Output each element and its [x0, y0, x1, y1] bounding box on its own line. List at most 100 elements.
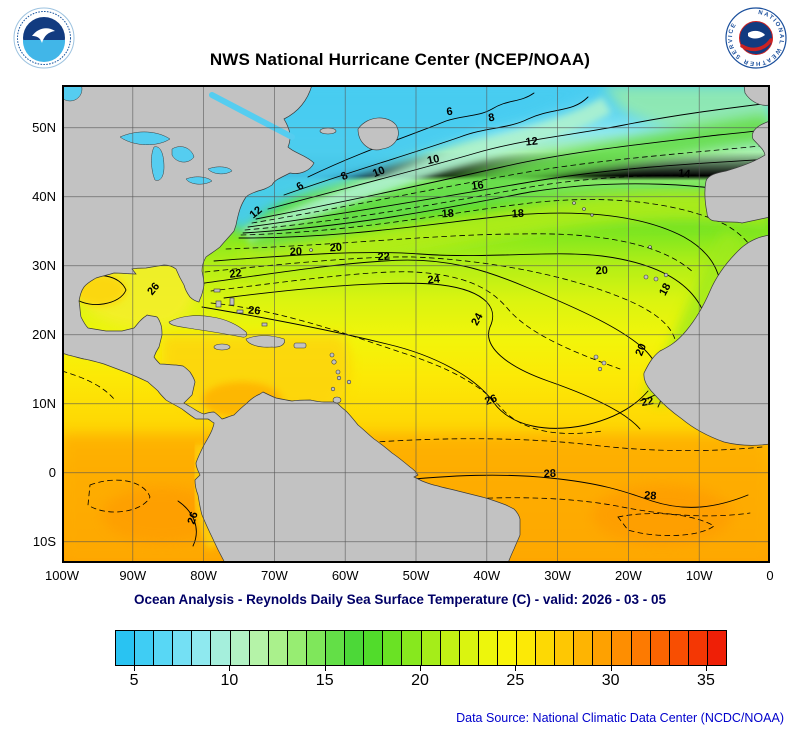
island-grenada: [330, 386, 336, 392]
lat-tick-label: 20N: [32, 326, 56, 342]
isotherm-12: [255, 128, 770, 220]
colorbar-tick-label: 5: [129, 672, 139, 689]
island-azores-1: [572, 201, 576, 205]
colorbar-tick-label: 25: [506, 672, 525, 689]
lon-tick-label: 20W: [615, 568, 642, 583]
isotherm-27-dashed: [361, 438, 763, 452]
lakes-and-islands: [62, 85, 669, 404]
island-cuba: [168, 315, 248, 338]
colorbar-cell: [497, 631, 517, 665]
lake-erie: [185, 176, 213, 185]
lon-tick-label: 70W: [261, 568, 288, 583]
contour-label: 22: [229, 267, 243, 281]
island-azores-3: [590, 213, 594, 217]
contour-label: 10: [371, 164, 387, 180]
island-cape-verde-3: [597, 366, 603, 372]
colorbar-tick-label: 20: [411, 672, 429, 689]
lon-tick-label: 10W: [685, 568, 713, 583]
lon-tick-label: 0: [766, 568, 774, 583]
contour-label: 6: [294, 180, 306, 193]
island-jamaica: [213, 343, 231, 351]
lat-tick-label: 10S: [32, 533, 56, 549]
contour-label: 20: [329, 242, 342, 255]
colorbar-cell: [287, 631, 307, 665]
contour-label: 24: [427, 273, 441, 286]
contour-label: 22: [377, 251, 390, 264]
island-eleuthera: [229, 297, 235, 306]
contour-label: 28: [644, 490, 657, 503]
island-martinique: [335, 369, 341, 375]
colorbar-cell: [364, 631, 384, 665]
yellow-green-band: [240, 191, 770, 280]
colorbar-cell: [478, 631, 498, 665]
colorbar-cell: [707, 631, 726, 665]
isotherm-17-dashed: [240, 199, 761, 282]
lon-tick-label: 40W: [473, 568, 501, 583]
island-canary-2: [653, 276, 659, 282]
lon-tick-label: 80W: [190, 568, 217, 583]
island-long-island-bahamas: [236, 309, 244, 314]
lon-tick-label: 30W: [544, 568, 571, 583]
lake-ontario: [207, 166, 233, 175]
nws-logo-map-icon: [748, 30, 765, 39]
land-europe: [704, 120, 770, 224]
contour-label: 18: [441, 208, 454, 221]
colorbar-cell: [555, 631, 575, 665]
isotherm-25-dashed: [210, 302, 603, 434]
colorbar-tick-label: 30: [601, 672, 620, 689]
colorbar-cell: [211, 631, 231, 665]
lon-tick-label: 100W: [45, 568, 79, 583]
colorbar-tick-label: 10: [220, 672, 239, 689]
isotherm-28-se-loop: [617, 513, 715, 536]
contour-label: 22: [640, 395, 654, 409]
contour-label: 12: [525, 135, 538, 148]
island-canary-1: [643, 274, 649, 280]
isotherm-pacific-dashed: [62, 370, 115, 400]
island-bermuda: [309, 248, 313, 252]
island-st-lucia: [336, 375, 342, 381]
colorbar-cell: [268, 631, 288, 665]
colorbar-tick: [610, 666, 612, 671]
colorbar-cell: [612, 631, 632, 665]
colorbar-tick: [515, 666, 517, 671]
landmasses: [62, 85, 770, 563]
island-andros: [215, 300, 222, 308]
isotherm-10: [267, 102, 770, 210]
colorbar: [115, 630, 727, 666]
island-antigua: [329, 352, 335, 358]
island-cape-verde-1: [593, 354, 599, 360]
data-source-credit: Data Source: National Climatic Data Cent…: [456, 711, 784, 725]
lat-tick-label: 0: [48, 464, 56, 480]
island-newfoundland: [357, 117, 399, 151]
colorbar-tick: [229, 666, 231, 671]
contour-label: 14: [678, 168, 692, 181]
colorbar-cell: [536, 631, 556, 665]
colorbar-cell: [306, 631, 327, 665]
colorbar-cell: [173, 631, 193, 665]
colorbar-cell: [669, 631, 689, 665]
colorbar-cell: [650, 631, 670, 665]
page-title: NWS National Hurricane Center (NCEP/NOAA…: [209, 50, 591, 69]
isotherm-13-dashed: [251, 144, 770, 224]
colorbar-cell: [154, 631, 174, 665]
land-africa: [643, 234, 770, 446]
isotherm-contours: [62, 92, 770, 547]
lat-tick-label: 50N: [32, 119, 56, 135]
contour-label: 28: [543, 468, 556, 481]
contour-label: 8: [339, 170, 350, 183]
colorbar-cell: [402, 631, 422, 665]
colorbar-tick: [324, 666, 326, 671]
lon-tick-label: 90W: [119, 568, 147, 583]
island-trinidad: [332, 396, 342, 404]
contour-label: 20: [290, 246, 303, 258]
colorbar-cell: [631, 631, 651, 665]
nws-logo: NATIONAL WEATHER SERVICE: [725, 7, 787, 69]
lat-tick-label: 30N: [32, 257, 56, 273]
lon-tick-label: 50W: [402, 568, 430, 583]
colorbar-cell: [326, 631, 346, 665]
pacific-warm-pool: [102, 487, 222, 543]
colorbar-cell: [459, 631, 479, 665]
isotherm-6: [307, 92, 535, 178]
isotherm-8: [283, 96, 589, 196]
